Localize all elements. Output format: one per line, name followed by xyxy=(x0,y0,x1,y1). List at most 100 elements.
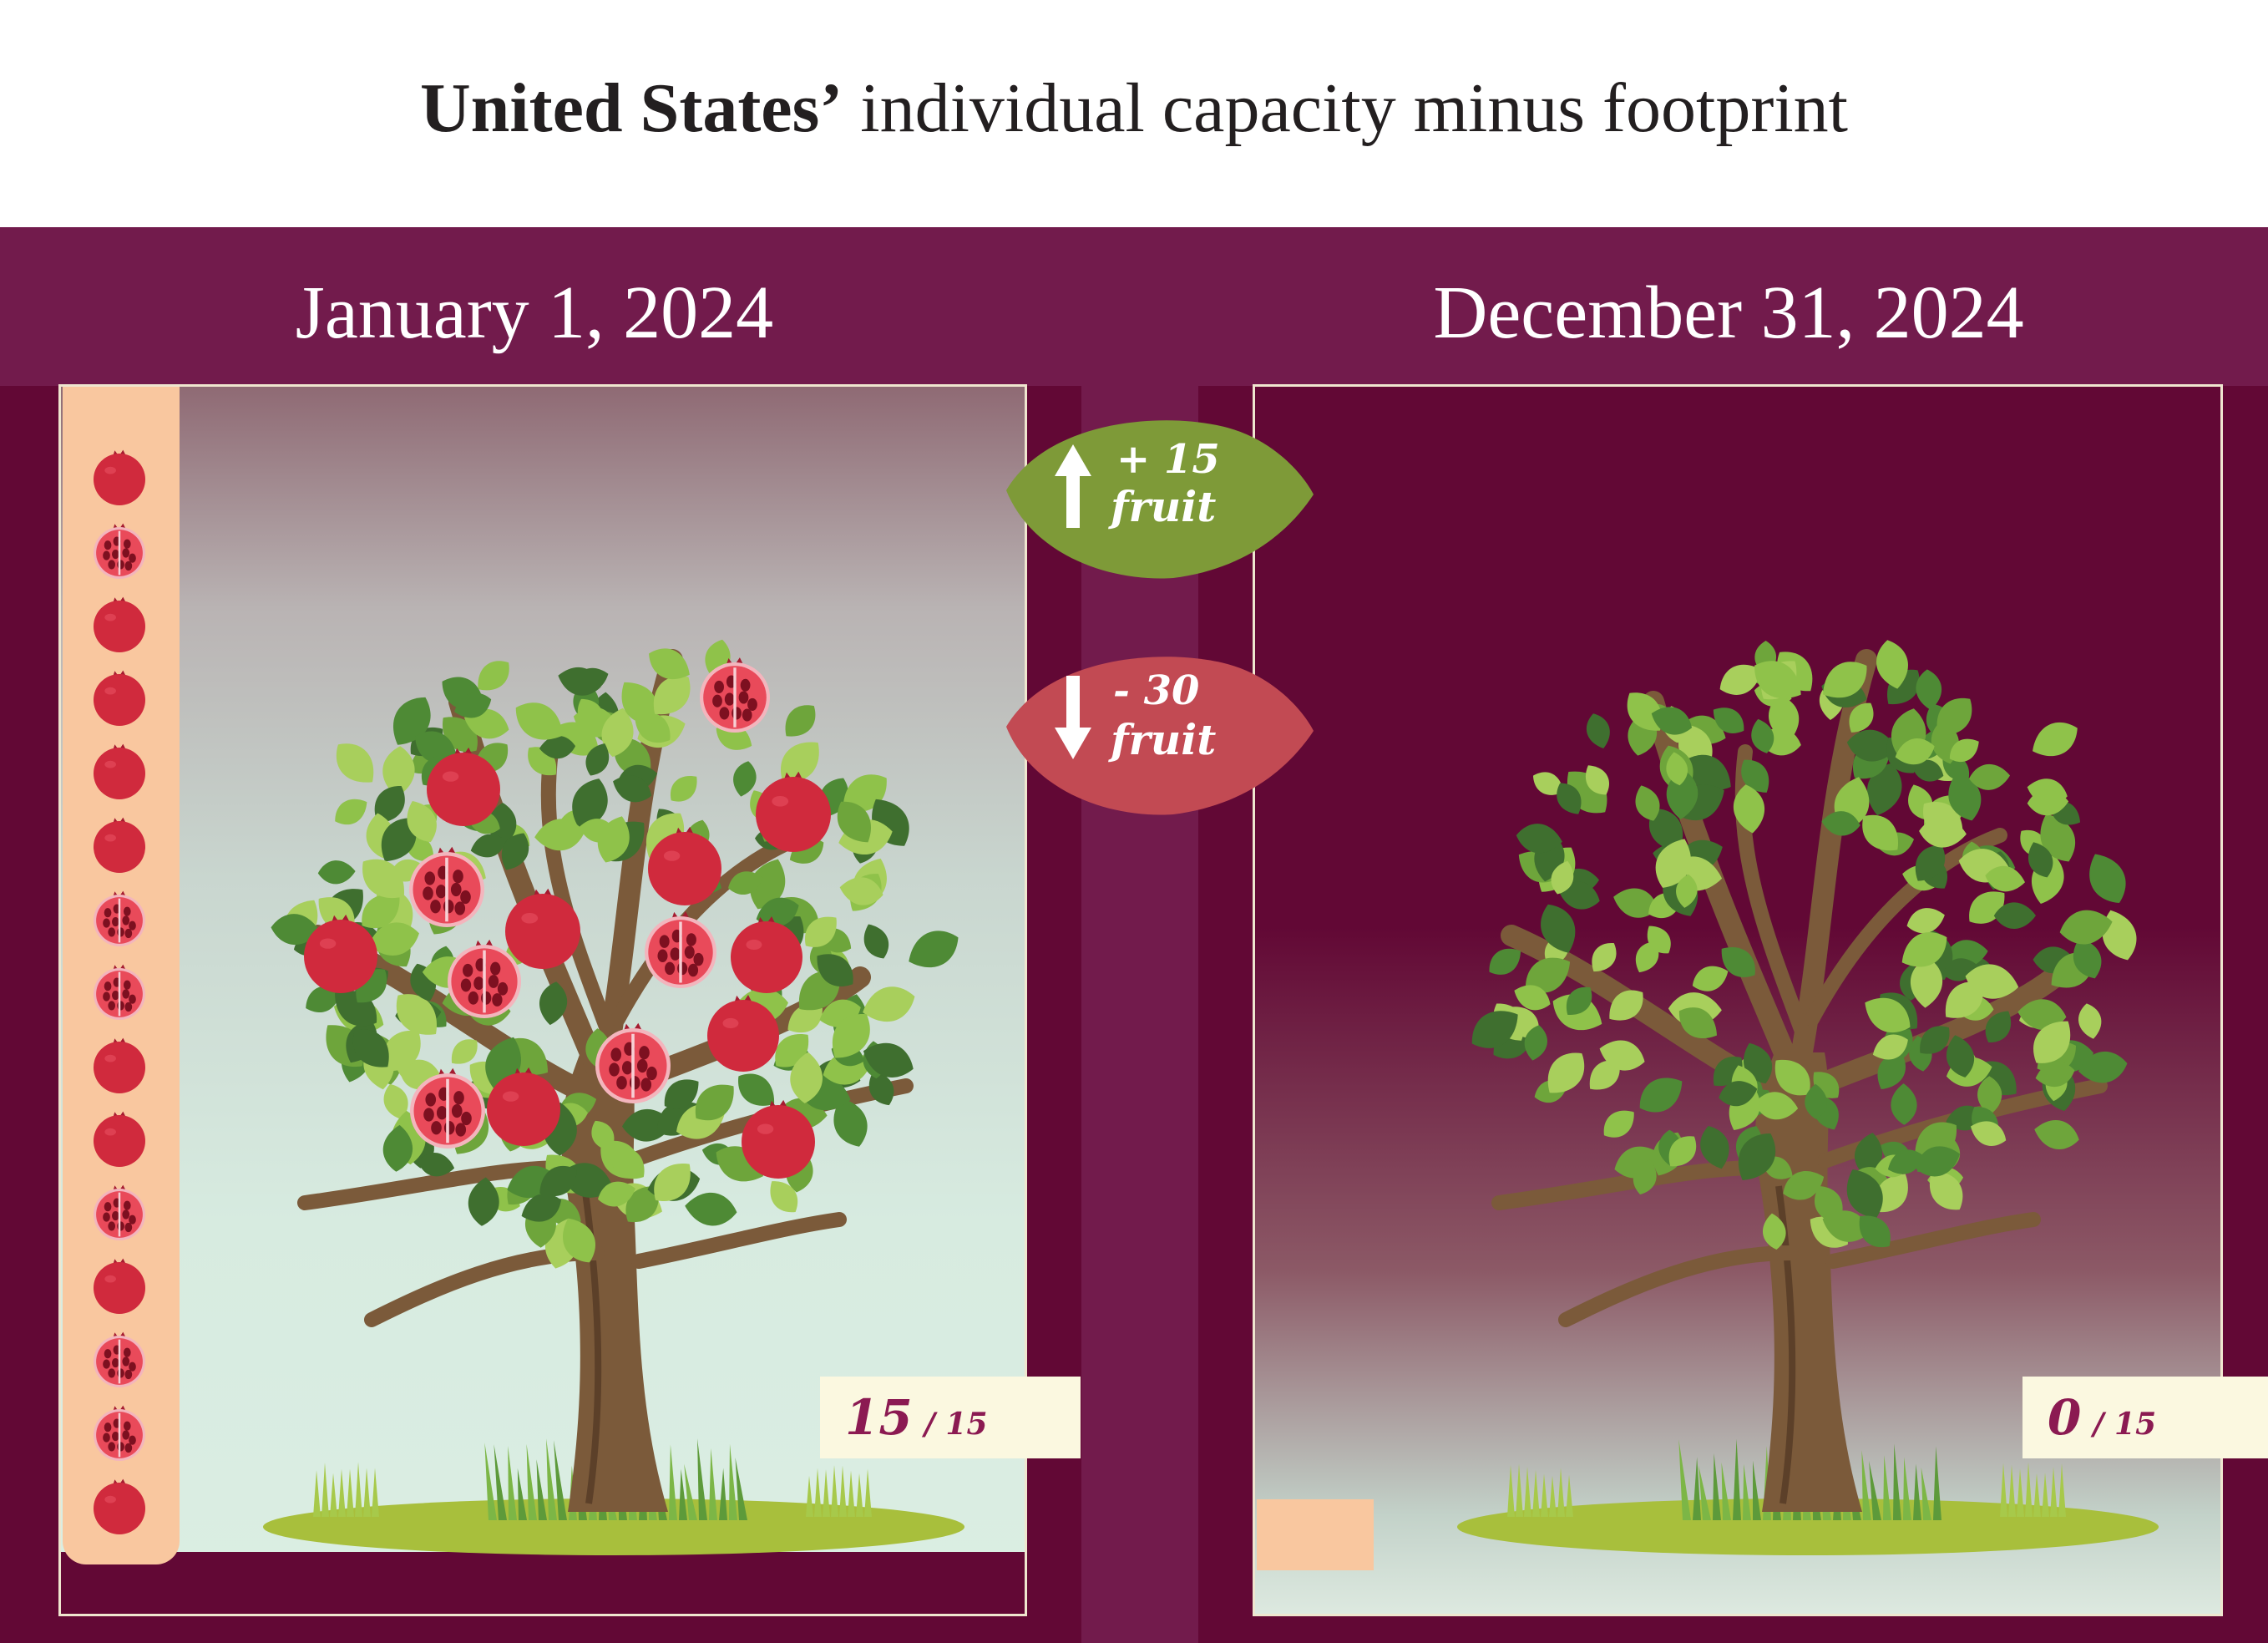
leaf-icon xyxy=(1589,1060,1620,1090)
leaf-icon xyxy=(1514,985,1551,1011)
title-country: United States’ xyxy=(419,69,843,147)
leaf-icon xyxy=(805,916,837,947)
leaf-icon xyxy=(1993,902,2037,929)
leaf-icon xyxy=(1700,1126,1729,1169)
pomegranate-icon xyxy=(94,596,145,652)
pomegranate-open-icon xyxy=(94,964,145,1020)
pomegranate-icon xyxy=(94,1111,145,1167)
pomegranate-open-icon xyxy=(448,939,521,1018)
pomegranate-icon xyxy=(731,915,802,993)
leaf-icon xyxy=(738,1073,775,1106)
leaf-icon xyxy=(1948,772,1982,821)
ground-icon xyxy=(1457,1498,2159,1555)
leaf-icon xyxy=(649,648,690,679)
leaf-icon xyxy=(1985,1011,2012,1043)
leaf-icon xyxy=(653,676,691,715)
leaf-icon xyxy=(1586,713,1610,749)
leaf-icon xyxy=(1719,664,1762,695)
leaf-icon xyxy=(1947,1035,1974,1078)
leaf-icon xyxy=(863,1042,914,1078)
leaf-icon xyxy=(2027,789,2069,816)
pomegranate-icon xyxy=(304,914,377,993)
gain-badge: + 15 fruit xyxy=(998,411,1315,582)
leaf-icon xyxy=(2078,1003,2102,1039)
leaf-icon xyxy=(2033,1021,2071,1063)
leaf-icon xyxy=(1910,956,1943,1008)
leaf-icon xyxy=(1876,640,1908,689)
gain-amount: + 15 xyxy=(1116,436,1220,483)
leaf-icon xyxy=(501,833,529,870)
leaf-icon xyxy=(2059,910,2113,945)
pomegranate-open-icon xyxy=(700,657,770,733)
leaf-icon xyxy=(534,819,585,851)
pomegranate-icon xyxy=(487,1067,560,1146)
leaf-icon xyxy=(1968,763,2011,790)
leaf-icon xyxy=(1713,707,1744,733)
leaf-icon xyxy=(1783,1170,1825,1200)
leaf-icon xyxy=(1945,981,1983,1018)
leaf-icon xyxy=(470,834,506,858)
leaf-icon xyxy=(1887,1149,1922,1174)
leaf-icon xyxy=(1603,1110,1634,1138)
date-band xyxy=(0,227,2268,386)
pomegranate-open-icon xyxy=(409,846,484,927)
leaf-icon xyxy=(833,1098,868,1147)
pomegranate-icon xyxy=(94,1258,145,1314)
leaf-icon xyxy=(563,1218,596,1263)
leaf-icon xyxy=(382,746,415,798)
arrow-up-icon xyxy=(1055,444,1091,528)
pomegranate-icon xyxy=(94,596,145,652)
leaf-icon xyxy=(1877,1052,1906,1090)
leaf-icon xyxy=(1668,1136,1697,1167)
leaf-icon xyxy=(521,1194,562,1222)
leaf-icon xyxy=(1846,1169,1883,1219)
pomegranate-icon xyxy=(94,670,145,726)
pomegranate-open-icon xyxy=(595,1022,671,1103)
leaf-icon xyxy=(1551,860,1574,895)
leaf-icon xyxy=(610,1146,645,1179)
leaf-icon xyxy=(451,1039,478,1064)
pomegranate-icon xyxy=(94,817,145,873)
leaf-icon xyxy=(1949,738,1979,763)
gain-unit: fruit xyxy=(1111,482,1217,531)
pomegranate-icon xyxy=(648,826,721,905)
leaf-icon xyxy=(1627,692,1662,731)
leaf-icon xyxy=(1891,1083,1917,1125)
leaf-icon xyxy=(382,1030,421,1072)
pomegranate-open-icon xyxy=(94,1331,145,1387)
leaf-icon xyxy=(1647,925,1671,954)
pomegranate-icon xyxy=(94,1037,145,1093)
leaf-icon xyxy=(1719,1081,1758,1107)
leaf-icon xyxy=(785,705,816,737)
leaf-icon xyxy=(598,1181,635,1207)
leaf-icon xyxy=(579,819,616,843)
leaf-icon xyxy=(837,801,871,843)
leaf-icon xyxy=(1635,941,1659,973)
pomegranate-icon xyxy=(505,888,580,969)
leaf-shape xyxy=(1006,657,1314,815)
leaf-icon xyxy=(539,1165,577,1197)
loss-amount: - 30 xyxy=(1113,667,1200,714)
leaf-icon xyxy=(1920,1026,1950,1054)
leaf-icon xyxy=(1532,772,1564,795)
pomegranate-open-icon xyxy=(410,1067,485,1149)
tree-fruit-group xyxy=(304,657,831,1179)
leaf-icon xyxy=(770,1181,798,1213)
leaf-icon xyxy=(1489,948,1521,975)
counter-total: / 15 xyxy=(924,1407,988,1442)
leaf-icon xyxy=(1977,1076,2002,1115)
leaf-icon xyxy=(1911,759,1944,782)
leaf-icon xyxy=(1862,814,1899,851)
leaf-icon xyxy=(1865,997,1911,1033)
pomegranate-open-icon xyxy=(94,1405,145,1461)
leaf-icon xyxy=(750,859,786,910)
leaf-icon xyxy=(1633,1159,1657,1195)
leaf-icon xyxy=(306,986,341,1012)
leaf-icon xyxy=(1471,1011,1518,1048)
leaf-icon xyxy=(362,894,400,929)
leaf-icon xyxy=(478,661,509,691)
leaf-icon xyxy=(817,954,853,987)
leaf-icon xyxy=(601,707,634,758)
leaf-icon xyxy=(1599,1040,1645,1071)
leaf-icon xyxy=(2017,999,2067,1031)
